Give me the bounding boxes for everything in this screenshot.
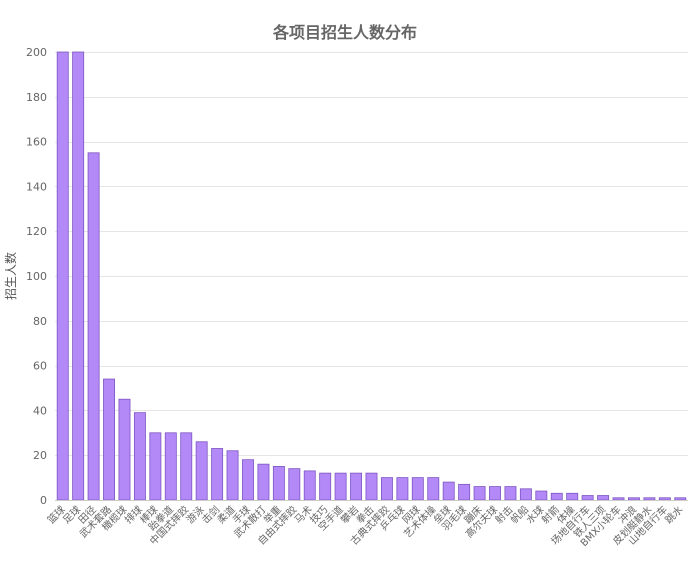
bar-游泳	[195, 441, 208, 501]
bar-手球	[242, 459, 254, 501]
bar-击剑	[211, 448, 224, 501]
bar-山地自行车	[658, 497, 671, 501]
bar-帆船	[519, 488, 532, 501]
y-tick-label: 160	[26, 136, 47, 149]
y-tick-label: 20	[33, 449, 47, 462]
bar-羽毛球	[458, 483, 471, 501]
bar-武术散打	[257, 463, 270, 501]
y-tick-label: 0	[40, 494, 47, 507]
bar-马术	[303, 470, 316, 501]
bar-跆拳道	[164, 432, 177, 501]
y-tick-label: 180	[26, 91, 47, 104]
bar-棒球	[149, 432, 162, 501]
bar-中国式摔跤	[180, 432, 193, 501]
y-tick-label: 140	[26, 180, 47, 193]
bar-篮球	[56, 51, 69, 501]
y-tick-label: 80	[33, 315, 47, 328]
bars	[56, 51, 687, 501]
y-tick-label: 200	[26, 46, 47, 59]
y-axis-ticks: 0 20 40 60 80 100 120 140 160 180 200	[26, 46, 47, 507]
bar-跳水	[674, 497, 687, 501]
bar-蹦床	[473, 486, 486, 501]
bar-举重	[272, 465, 285, 501]
bar-高尔夫球	[489, 486, 501, 501]
bar-铁人三项	[597, 495, 610, 501]
bar-排球	[133, 412, 146, 501]
gridlines	[55, 52, 688, 456]
y-axis-label: 招生人数	[3, 252, 18, 300]
bar-射箭	[550, 492, 563, 501]
bar-古典式摔跤	[380, 477, 393, 501]
bar-射击	[504, 486, 517, 501]
bar-技巧	[319, 472, 332, 501]
bar-BMX小轮车	[612, 497, 625, 501]
bar-武术套路	[103, 378, 116, 501]
bar-冲浪	[628, 497, 640, 501]
chart-title: 各项目招生人数分布	[272, 23, 417, 42]
bar-网球	[411, 477, 424, 501]
bar-攀岩	[350, 472, 363, 501]
y-tick-label: 120	[26, 225, 47, 238]
bar-体操	[566, 492, 579, 501]
bar-自由式摔跤	[288, 468, 301, 501]
bar-足球	[72, 51, 85, 501]
bar-拳击	[365, 472, 378, 501]
bar-皮划艇静水	[643, 497, 656, 501]
bar-空手道	[334, 472, 347, 501]
bar-橄榄球	[118, 398, 131, 501]
bar-场地自行车	[581, 495, 594, 501]
y-tick-label: 60	[33, 360, 47, 373]
y-tick-label: 100	[26, 270, 47, 283]
bar-艺术体操	[427, 477, 440, 501]
bar-水球	[535, 490, 548, 501]
bar-田径	[87, 152, 100, 501]
x-axis-ticks: 篮球足球田径武术套路橄榄球排球棒球跆拳道中国式摔跤游泳击剑柔道手球武术散打举重自…	[45, 503, 686, 549]
bar-柔道	[226, 450, 239, 501]
y-tick-label: 40	[33, 404, 47, 417]
bar-乒乓球	[396, 477, 409, 501]
bar-垒球	[442, 481, 455, 501]
